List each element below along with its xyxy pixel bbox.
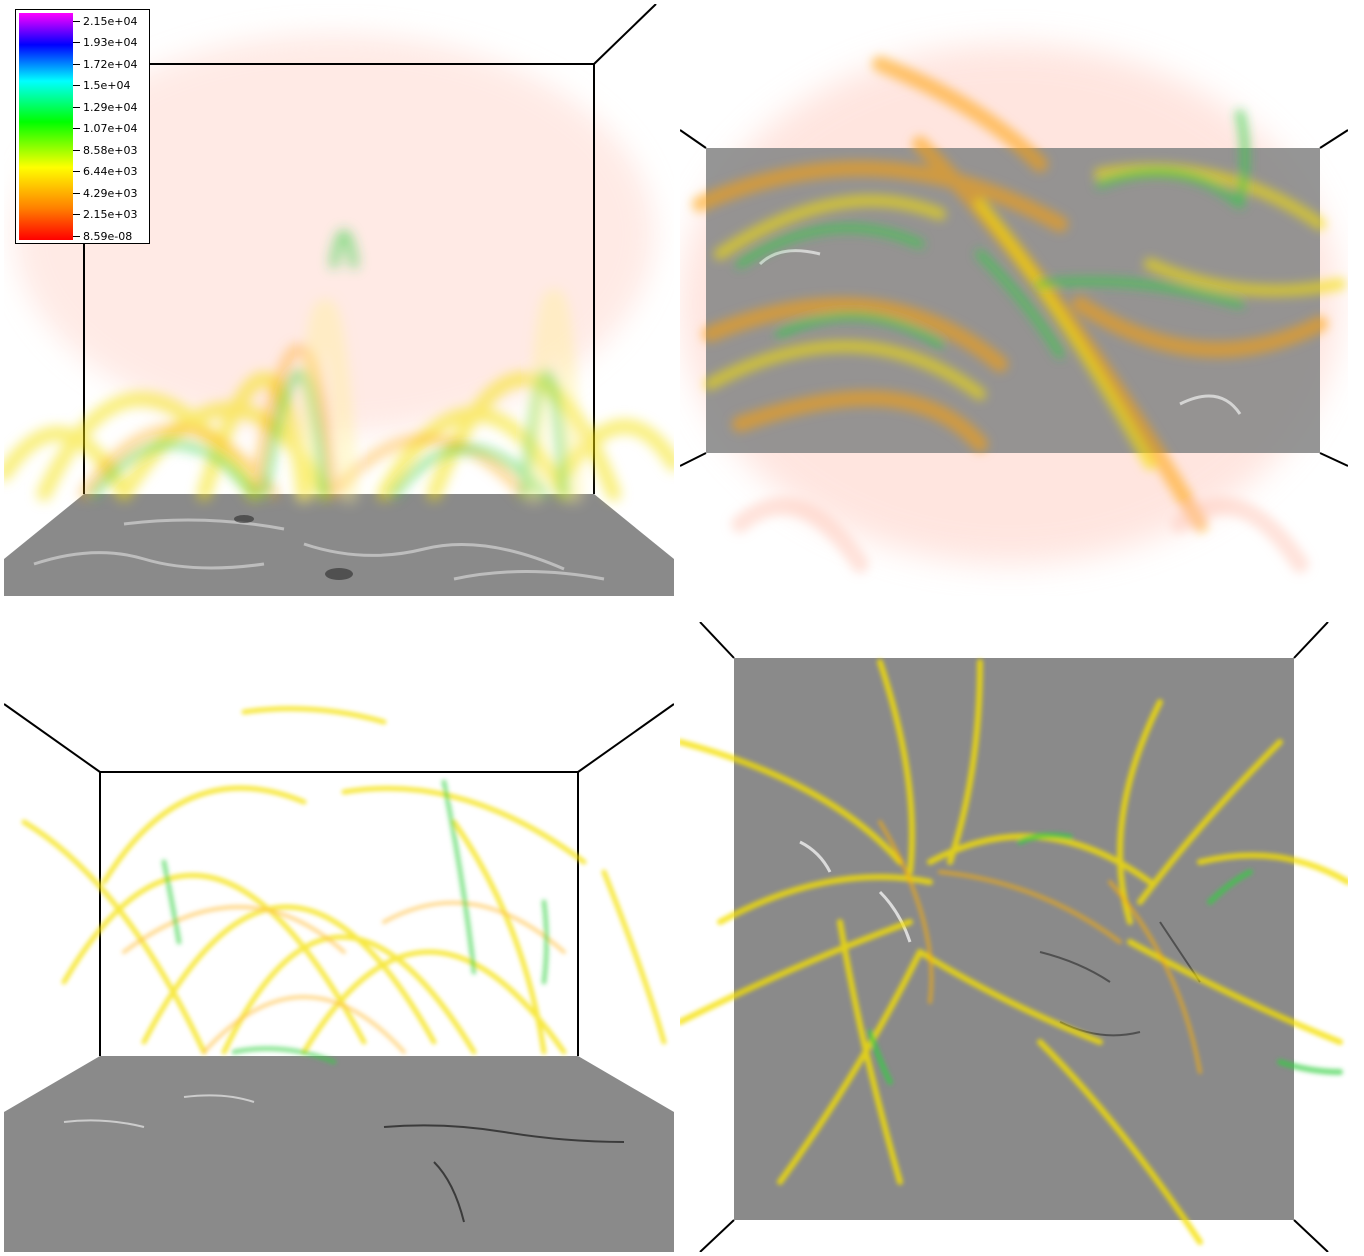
render-panel-top-dense bbox=[680, 4, 1348, 596]
granulation bbox=[33, 518, 605, 581]
granulation bbox=[63, 1094, 255, 1128]
dark-lanes bbox=[234, 515, 353, 580]
box-frame bbox=[699, 622, 1329, 1252]
granulation bbox=[799, 840, 912, 943]
colorbar-tick bbox=[73, 21, 80, 22]
colorbar-tick bbox=[73, 150, 80, 151]
field-loops bbox=[4, 229, 674, 504]
colorbar-gradient bbox=[19, 13, 73, 240]
top-sparse-scene bbox=[680, 622, 1348, 1252]
box-frame bbox=[4, 703, 674, 1056]
colorbar-label: 4.29e+03 bbox=[83, 187, 138, 200]
colorbar-label: 2.15e+03 bbox=[83, 208, 138, 221]
colorbar-label: 8.59e-08 bbox=[83, 230, 133, 243]
colorbar-label: 1.07e+04 bbox=[83, 122, 138, 135]
side-sparse-scene bbox=[4, 703, 674, 1252]
colorbar-legend: 2.15e+04 1.93e+04 1.72e+04 1.5e+04 1.29e… bbox=[15, 9, 150, 244]
colorbar-label: 1.72e+04 bbox=[83, 58, 138, 71]
render-panel-side-dense: 2.15e+04 1.93e+04 1.72e+04 1.5e+04 1.29e… bbox=[4, 4, 674, 596]
dark-lanes bbox=[383, 1124, 625, 1223]
colorbar-label: 8.58e+03 bbox=[83, 144, 138, 157]
colorbar-tick bbox=[73, 85, 80, 86]
pink-halo bbox=[14, 34, 654, 434]
field-loops bbox=[680, 659, 1348, 1245]
top-dense-scene bbox=[680, 44, 1348, 573]
box-frame bbox=[680, 129, 1348, 467]
colorbar-tick bbox=[73, 128, 80, 129]
colorbar-label: 1.93e+04 bbox=[83, 36, 138, 49]
side-dense-scene bbox=[4, 4, 674, 596]
photosphere-plane bbox=[734, 658, 1294, 1220]
field-loops bbox=[692, 56, 1346, 573]
photosphere-plane bbox=[4, 1056, 674, 1252]
colorbar-tick bbox=[73, 193, 80, 194]
colorbar-label: 1.29e+04 bbox=[83, 101, 138, 114]
colorbar-label: 2.15e+04 bbox=[83, 15, 138, 28]
colorbar-tick bbox=[73, 107, 80, 108]
granulation bbox=[758, 249, 1242, 415]
colorbar-tick bbox=[73, 64, 80, 65]
colorbar-tick bbox=[73, 171, 80, 172]
colorbar-tick bbox=[73, 42, 80, 43]
render-panel-side-sparse bbox=[4, 622, 674, 1252]
colorbar-label: 6.44e+03 bbox=[83, 165, 138, 178]
colorbar-label: 1.5e+04 bbox=[83, 79, 131, 92]
colorbar-tick bbox=[73, 236, 80, 237]
colorbar-tick bbox=[73, 214, 80, 215]
field-loops bbox=[21, 706, 667, 1065]
render-panel-top-sparse bbox=[680, 622, 1348, 1252]
photosphere-plane bbox=[4, 494, 674, 596]
